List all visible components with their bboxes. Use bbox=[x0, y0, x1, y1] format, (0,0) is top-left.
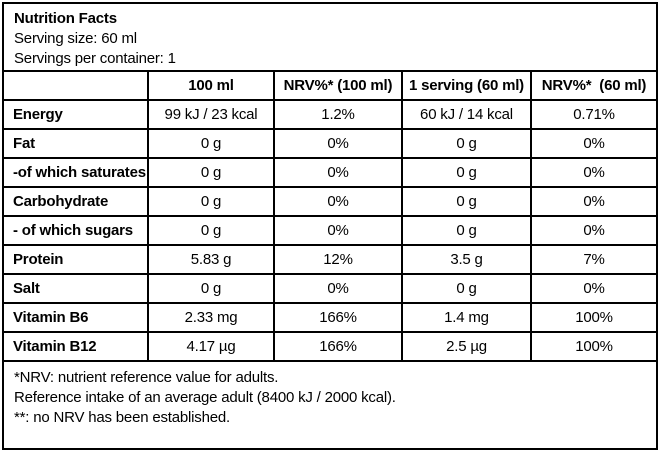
column-header-100ml: 100 ml bbox=[148, 72, 275, 101]
nrv-per-100ml: 0% bbox=[274, 187, 403, 217]
serving-size: Serving size: 60 ml bbox=[14, 30, 137, 47]
nrv-per-100ml: 1.2% bbox=[274, 100, 403, 130]
label-footnotes: *NRV: nutrient reference value for adult… bbox=[4, 362, 656, 448]
column-header-serving: 1 serving (60 ml) bbox=[402, 72, 532, 101]
label-header: Nutrition Facts Serving size: 60 ml Serv… bbox=[4, 4, 656, 72]
footnote-no-nrv: **: no NRV has been established. bbox=[14, 409, 230, 426]
footnote-reference-intake: Reference intake of an average adult (84… bbox=[14, 389, 396, 406]
nrv-per-100ml: 166% bbox=[274, 332, 403, 362]
nrv-per-serving: 7% bbox=[531, 245, 656, 275]
value-per-serving: 0 g bbox=[402, 187, 532, 217]
value-per-100ml: 99 kJ / 23 kcal bbox=[148, 100, 275, 130]
table-row-salt: Salt 0 g 0% 0 g 0% bbox=[4, 274, 656, 304]
value-per-serving: 0 g bbox=[402, 274, 532, 304]
nrv-per-serving: 0% bbox=[531, 216, 656, 246]
value-per-100ml: 4.17 µg bbox=[148, 332, 275, 362]
nutrient-label: -of which saturates bbox=[4, 158, 149, 188]
nrv-per-100ml: 0% bbox=[274, 129, 403, 159]
nutrient-label: Protein bbox=[4, 245, 149, 275]
value-per-serving: 0 g bbox=[402, 129, 532, 159]
nrv-per-serving: 100% bbox=[531, 303, 656, 333]
nrv-per-serving: 0% bbox=[531, 158, 656, 188]
nutrient-label: Fat bbox=[4, 129, 149, 159]
nrv-per-serving: 100% bbox=[531, 332, 656, 362]
table-row-fat: Fat 0 g 0% 0 g 0% bbox=[4, 129, 656, 159]
nrv-per-100ml: 0% bbox=[274, 216, 403, 246]
footnote-nrv-definition: *NRV: nutrient reference value for adult… bbox=[14, 369, 279, 386]
nrv-per-serving: 0% bbox=[531, 129, 656, 159]
nutrient-label: Vitamin B6 bbox=[4, 303, 149, 333]
table-row-carbohydrate: Carbohydrate 0 g 0% 0 g 0% bbox=[4, 187, 656, 217]
nutrient-label: Vitamin B12 bbox=[4, 332, 149, 362]
nutrient-label: Energy bbox=[4, 100, 149, 130]
value-per-100ml: 0 g bbox=[148, 158, 275, 188]
nrv-per-100ml: 166% bbox=[274, 303, 403, 333]
value-per-serving: 3.5 g bbox=[402, 245, 532, 275]
table-row-vitamin-b6: Vitamin B6 2.33 mg 166% 1.4 mg 100% bbox=[4, 303, 656, 333]
nrv-per-serving: 0% bbox=[531, 187, 656, 217]
value-per-serving: 0 g bbox=[402, 158, 532, 188]
nutrient-label: Carbohydrate bbox=[4, 187, 149, 217]
column-header-nrv-100ml: NRV%* (100 ml) bbox=[274, 72, 403, 101]
label-title: Nutrition Facts bbox=[14, 10, 117, 27]
value-per-100ml: 5.83 g bbox=[148, 245, 275, 275]
nutrition-table: 100 ml NRV%* (100 ml) 1 serving (60 ml) … bbox=[4, 72, 656, 362]
value-per-serving: 2.5 µg bbox=[402, 332, 532, 362]
value-per-100ml: 0 g bbox=[148, 129, 275, 159]
table-row-sugars: - of which sugars 0 g 0% 0 g 0% bbox=[4, 216, 656, 246]
nutrient-label: - of which sugars bbox=[4, 216, 149, 246]
value-per-serving: 0 g bbox=[402, 216, 532, 246]
nrv-per-100ml: 0% bbox=[274, 158, 403, 188]
table-row-saturates: -of which saturates 0 g 0% 0 g 0% bbox=[4, 158, 656, 188]
value-per-100ml: 0 g bbox=[148, 216, 275, 246]
nrv-per-serving: 0% bbox=[531, 274, 656, 304]
nrv-per-100ml: 0% bbox=[274, 274, 403, 304]
table-header-row: 100 ml NRV%* (100 ml) 1 serving (60 ml) … bbox=[4, 72, 656, 101]
nrv-per-serving: 0.71% bbox=[531, 100, 656, 130]
servings-per-container: Servings per container: 1 bbox=[14, 50, 176, 67]
table-row-vitamin-b12: Vitamin B12 4.17 µg 166% 2.5 µg 100% bbox=[4, 332, 656, 362]
nrv-per-100ml: 12% bbox=[274, 245, 403, 275]
value-per-serving: 60 kJ / 14 kcal bbox=[402, 100, 532, 130]
value-per-serving: 1.4 mg bbox=[402, 303, 532, 333]
value-per-100ml: 0 g bbox=[148, 187, 275, 217]
column-header-nrv-serving: NRV%* (60 ml) bbox=[531, 72, 656, 101]
table-row-protein: Protein 5.83 g 12% 3.5 g 7% bbox=[4, 245, 656, 275]
value-per-100ml: 2.33 mg bbox=[148, 303, 275, 333]
column-header-nutrient bbox=[4, 72, 149, 101]
value-per-100ml: 0 g bbox=[148, 274, 275, 304]
nutrient-label: Salt bbox=[4, 274, 149, 304]
table-row-energy: Energy 99 kJ / 23 kcal 1.2% 60 kJ / 14 k… bbox=[4, 100, 656, 130]
